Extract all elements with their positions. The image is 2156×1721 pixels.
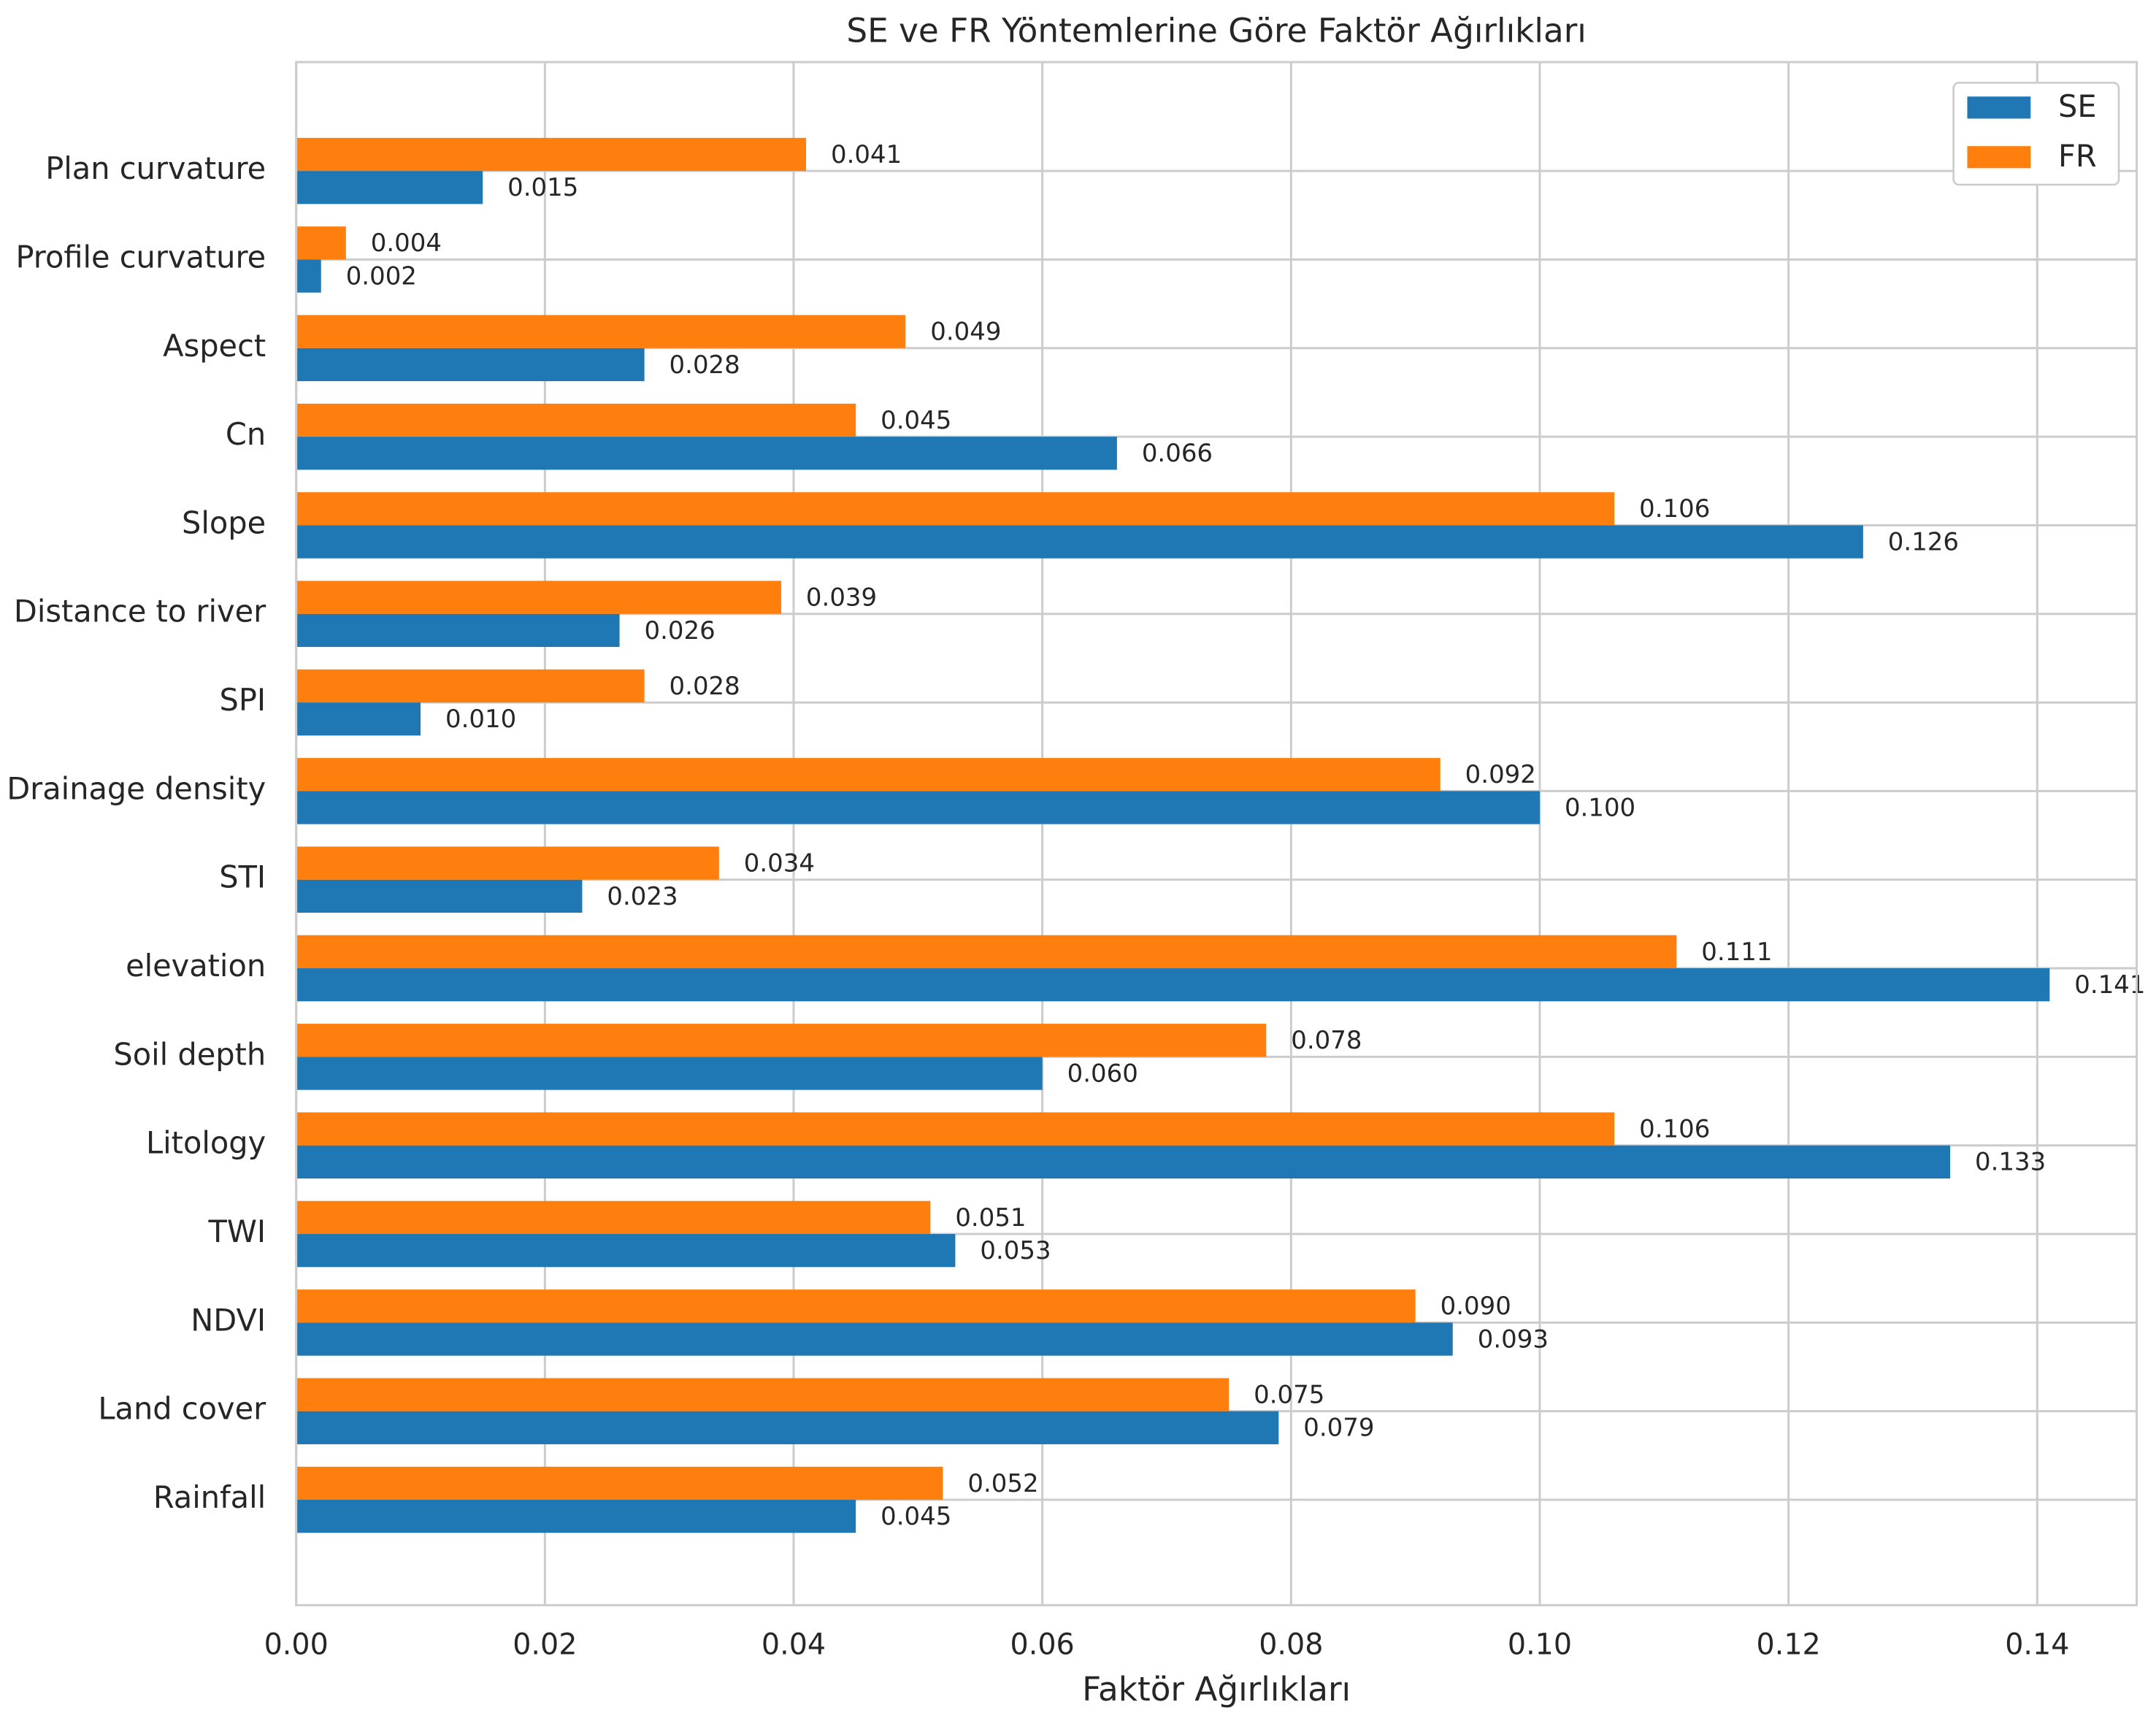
value-label: 0.106 — [1639, 494, 1710, 524]
x-axis-label: Faktör Ağırlıkları — [1082, 1670, 1351, 1709]
value-label: 0.049 — [930, 318, 1001, 347]
value-label: 0.023 — [607, 882, 678, 911]
y-tick-label: Distance to river — [14, 594, 266, 629]
value-label: 0.041 — [831, 140, 902, 169]
bar — [296, 580, 781, 614]
legend-label: SE — [2058, 88, 2097, 124]
bar — [296, 1234, 956, 1268]
x-tick-label: 0.10 — [1508, 1628, 1572, 1661]
bar — [296, 1057, 1043, 1090]
y-tick-label: TWI — [208, 1214, 266, 1249]
bar — [296, 403, 856, 437]
bar — [296, 1466, 943, 1500]
value-label: 0.045 — [881, 1502, 951, 1531]
value-label: 0.004 — [371, 229, 442, 258]
value-label: 0.034 — [744, 848, 815, 878]
bar — [296, 137, 807, 172]
bar — [296, 791, 1540, 824]
bar — [296, 525, 1863, 559]
value-label: 0.010 — [445, 705, 516, 734]
y-tick-label: Slope — [182, 505, 266, 540]
value-label: 0.053 — [980, 1236, 1051, 1265]
x-tick-label: 0.06 — [1010, 1628, 1075, 1661]
bar — [296, 1411, 1279, 1444]
value-label: 0.028 — [670, 350, 740, 380]
bar — [296, 758, 1440, 791]
x-tick-label: 0.14 — [2005, 1628, 2069, 1661]
value-label: 0.100 — [1565, 793, 1635, 822]
value-label: 0.039 — [806, 583, 877, 612]
bar — [296, 1322, 1453, 1356]
x-tick-label: 0.08 — [1259, 1628, 1323, 1661]
bar — [296, 1112, 1615, 1146]
value-label: 0.028 — [670, 672, 740, 701]
bar — [296, 879, 583, 913]
bar — [296, 315, 906, 348]
y-tick-label: SPI — [220, 682, 266, 718]
value-label: 0.075 — [1254, 1380, 1324, 1409]
y-tick-label: NDVI — [191, 1302, 266, 1338]
bar — [296, 1378, 1229, 1411]
value-label: 0.060 — [1067, 1059, 1138, 1088]
bar — [296, 226, 346, 260]
value-label: 0.126 — [1888, 527, 1959, 556]
x-tick-label: 0.00 — [264, 1628, 329, 1661]
value-label: 0.079 — [1303, 1414, 1374, 1443]
legend-swatch — [1967, 146, 2031, 169]
x-tick-label: 0.02 — [513, 1628, 577, 1661]
bar — [296, 437, 1117, 470]
bar — [296, 1145, 1951, 1178]
bar — [296, 492, 1615, 526]
value-label: 0.052 — [967, 1469, 1038, 1498]
bar — [296, 968, 2050, 1002]
value-label: 0.066 — [1142, 439, 1213, 468]
bar — [296, 171, 483, 204]
y-tick-label: elevation — [126, 948, 266, 984]
y-tick-label: Rainfall — [153, 1479, 266, 1515]
value-label: 0.090 — [1440, 1292, 1511, 1321]
chart-title: SE ve FR Yöntemlerine Göre Faktör Ağırlı… — [846, 11, 1587, 50]
bar — [296, 613, 620, 648]
value-label: 0.015 — [507, 173, 578, 202]
bar — [296, 669, 645, 703]
bar — [296, 348, 645, 382]
bar — [296, 1200, 931, 1235]
bar — [296, 1289, 1416, 1323]
x-tick-label: 0.12 — [1757, 1628, 1821, 1661]
bar — [296, 1024, 1267, 1057]
bar — [296, 846, 719, 880]
y-tick-label: Drainage density — [7, 770, 266, 806]
value-label: 0.026 — [645, 616, 716, 645]
x-tick-label: 0.04 — [761, 1628, 826, 1661]
y-tick-label: Litology — [146, 1125, 266, 1161]
value-label: 0.106 — [1639, 1114, 1710, 1143]
value-label: 0.111 — [1701, 938, 1772, 967]
y-tick-label: STI — [219, 859, 266, 895]
y-tick-label: Plan curvature — [45, 150, 266, 186]
y-tick-label: Profile curvature — [16, 239, 266, 275]
value-label: 0.141 — [2074, 970, 2145, 1000]
value-label: 0.078 — [1291, 1026, 1362, 1055]
plot-frame — [295, 61, 2138, 1606]
value-label: 0.045 — [881, 406, 951, 435]
value-label: 0.092 — [1465, 760, 1536, 789]
y-tick-label: Soil depth — [113, 1036, 266, 1072]
legend-swatch — [1967, 96, 2031, 119]
value-label: 0.133 — [1975, 1148, 2046, 1177]
y-tick-label: Cn — [226, 416, 266, 452]
value-label: 0.002 — [346, 261, 417, 291]
value-label: 0.051 — [955, 1203, 1026, 1233]
bar — [296, 935, 1677, 969]
bar — [296, 702, 421, 736]
bar — [296, 1500, 856, 1533]
y-tick-label: Land cover — [98, 1391, 266, 1427]
value-label: 0.093 — [1478, 1325, 1549, 1354]
legend-label: FR — [2058, 138, 2097, 174]
bar — [296, 259, 321, 293]
y-tick-label: Aspect — [163, 328, 266, 364]
